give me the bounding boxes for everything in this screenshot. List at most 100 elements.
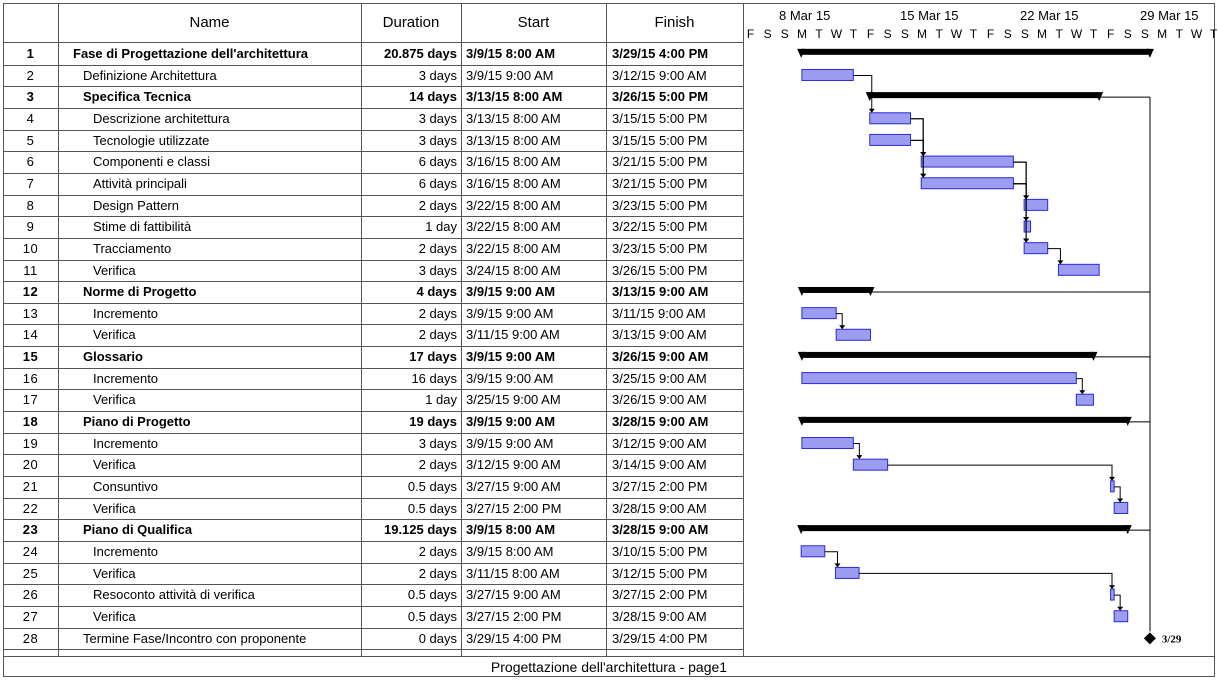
day-letter: T [1089,27,1098,41]
table-row[interactable]: 15 Glossario 17 days 3/9/15 9:00 AM 3/26/15 … [3,346,743,368]
day-letter: M [1157,27,1168,41]
task-bar [1113,501,1129,514]
table-row[interactable]: 1 Fase di Progettazione dell'architettura… [3,43,743,65]
table-row[interactable]: 9 Stime di fattibilità 1 day 3/22/15 8:00 A… [3,216,743,238]
row-divider [3,195,743,196]
table-row[interactable]: 12 Norme di Progetto 4 days 3/9/15 9:00 AM 3… [3,281,743,303]
header-name: Name [189,14,230,31]
task-id: 13 [22,306,39,321]
day-letter: T [1209,27,1218,41]
day-letter: T [935,27,943,41]
table-row[interactable]: 8 Design Pattern 2 days 3/22/15 8:00 AM 3/23… [3,195,743,217]
row-divider [3,519,743,520]
header-finish: Finish [654,14,695,31]
dependency-link [1013,161,1027,221]
table-row[interactable]: 2 Definizione Architettura 3 days 3/9/15 9:… [3,65,743,87]
table-row[interactable]: 18 Piano di Progetto 19 days 3/9/15 9:00 AM… [3,411,743,433]
table-row[interactable]: 25 Verifica 2 days 3/11/15 8:00 AM 3/12/15 5… [3,563,743,585]
table-row[interactable]: 11 Verifica 3 days 3/24/15 8:00 AM 3/26/15 5… [3,260,743,282]
dependency-arrow [1117,606,1124,611]
dependency-arrow [839,325,846,330]
task-duration: 1 day [425,219,457,234]
task-id: 27 [22,609,39,624]
task-finish: 3/23/15 5:00 PM [612,241,708,256]
day-letter: F [746,27,755,41]
row-divider [3,346,743,347]
dependency-link [910,118,924,156]
table-row[interactable]: 6 Componenti e classi 6 days 3/16/15 8:00 A… [3,151,743,173]
table-row[interactable]: 7 Attività principali 6 days 3/16/15 8:00 A… [3,173,743,195]
task-id: 15 [22,349,39,364]
task-id: 11 [23,263,38,278]
table-row[interactable]: 4 Descrizione architettura 3 days 3/13/15 8… [3,108,743,130]
task-name: Incremento [93,306,159,321]
row-divider [3,563,743,564]
table-row[interactable]: 17 Verifica 1 day 3/25/15 9:00 AM 3/26/15 9:… [3,389,743,411]
task-id: 6 [26,154,35,169]
day-letter: F [986,27,995,41]
task-duration: 20.875 days [383,46,457,61]
table-row[interactable]: 27 Verifica 0.5 days 3/27/15 2:00 PM 3/28/15… [3,606,743,628]
dependency-link [824,551,838,567]
day-letter: T [1055,27,1063,41]
table-row[interactable]: 13 Incremento 2 days 3/9/15 9:00 AM 3/11/15 … [3,303,743,325]
task-finish: 3/10/15 5:00 PM [612,544,708,559]
task-id: 10 [22,241,39,256]
task-start: 3/22/15 8:00 AM [466,198,561,213]
task-id: 22 [22,501,39,516]
row-divider [3,108,743,109]
milestone-label: 3/29 [1162,633,1182,645]
task-name: Consuntivo [93,479,159,494]
task-start: 3/13/15 8:00 AM [466,133,561,148]
task-duration: 6 days [418,154,457,169]
task-start: 3/9/15 8:00 AM [466,544,554,559]
table-row[interactable]: 3 Specifica Tecnica 14 days 3/13/15 8:00 AM… [3,86,743,108]
dependency-arrow [868,108,875,113]
row-divider [3,411,743,412]
task-name: Resoconto attività di verifica [93,587,255,602]
table-row[interactable]: 20 Verifica 2 days 3/12/15 9:00 AM 3/14/15 9… [3,454,743,476]
task-bar [1075,393,1094,406]
task-name: Definizione Architettura [83,68,217,83]
column-divider [461,3,462,656]
table-row[interactable]: 14 Verifica 2 days 3/11/15 9:00 AM 3/13/15 9… [3,324,743,346]
table-row[interactable]: 21 Consuntivo 0.5 days 3/27/15 9:00 AM 3/27/… [3,476,743,498]
task-duration: 2 days [418,457,457,472]
week-label: 15 Mar 15 [900,8,959,23]
dependency-arrow [920,173,927,178]
task-duration: 2 days [418,544,457,559]
row-divider [3,649,743,650]
task-name: Piano di Qualifica [83,522,193,537]
row-divider [3,281,743,282]
table-row[interactable]: 10 Tracciamento 2 days 3/22/15 8:00 AM 3/23/… [3,238,743,260]
row-divider [3,433,743,434]
table-row[interactable]: 24 Incremento 2 days 3/9/15 8:00 AM 3/10/15 … [3,541,743,563]
task-duration: 6 days [418,176,457,191]
task-finish: 3/28/15 9:00 AM [612,414,709,429]
task-id: 18 [22,414,39,429]
day-letter: M [917,27,927,41]
day-letter: M [796,27,807,41]
task-name: Verifica [93,501,136,516]
day-letter: F [866,27,875,41]
task-finish: 3/29/15 4:00 PM [612,631,708,646]
table-row[interactable]: 26 Resoconto attività di verifica 0.5 days… [3,584,743,606]
table-row[interactable]: 28 Termine Fase/Incontro con proponente 0 … [3,628,743,650]
task-start: 3/25/15 9:00 AM [466,392,561,407]
table-row[interactable]: 22 Verifica 0.5 days 3/27/15 2:00 PM 3/28/15… [3,498,743,520]
day-letter: W [950,27,963,41]
table-row[interactable]: 16 Incremento 16 days 3/9/15 9:00 AM 3/25/15… [3,368,743,390]
task-bar [800,545,826,558]
task-duration: 4 days [416,284,457,299]
task-start: 3/27/15 2:00 PM [466,609,562,624]
task-id: 23 [22,522,39,537]
task-start: 3/9/15 9:00 AM [466,68,554,83]
table-row[interactable]: 19 Incremento 3 days 3/9/15 9:00 AM 3/12/15 … [3,433,743,455]
task-finish: 3/13/15 9:00 AM [612,327,707,342]
task-bar [801,307,837,320]
task-finish: 3/12/15 5:00 PM [612,566,708,581]
table-row[interactable]: 23 Piano di Qualifica 19.125 days 3/9/15 8:… [3,519,743,541]
task-finish: 3/11/15 9:00 AM [612,306,706,321]
task-bar [1023,242,1049,255]
table-row[interactable]: 5 Tecnologie utilizzate 3 days 3/13/15 8:00… [3,130,743,152]
